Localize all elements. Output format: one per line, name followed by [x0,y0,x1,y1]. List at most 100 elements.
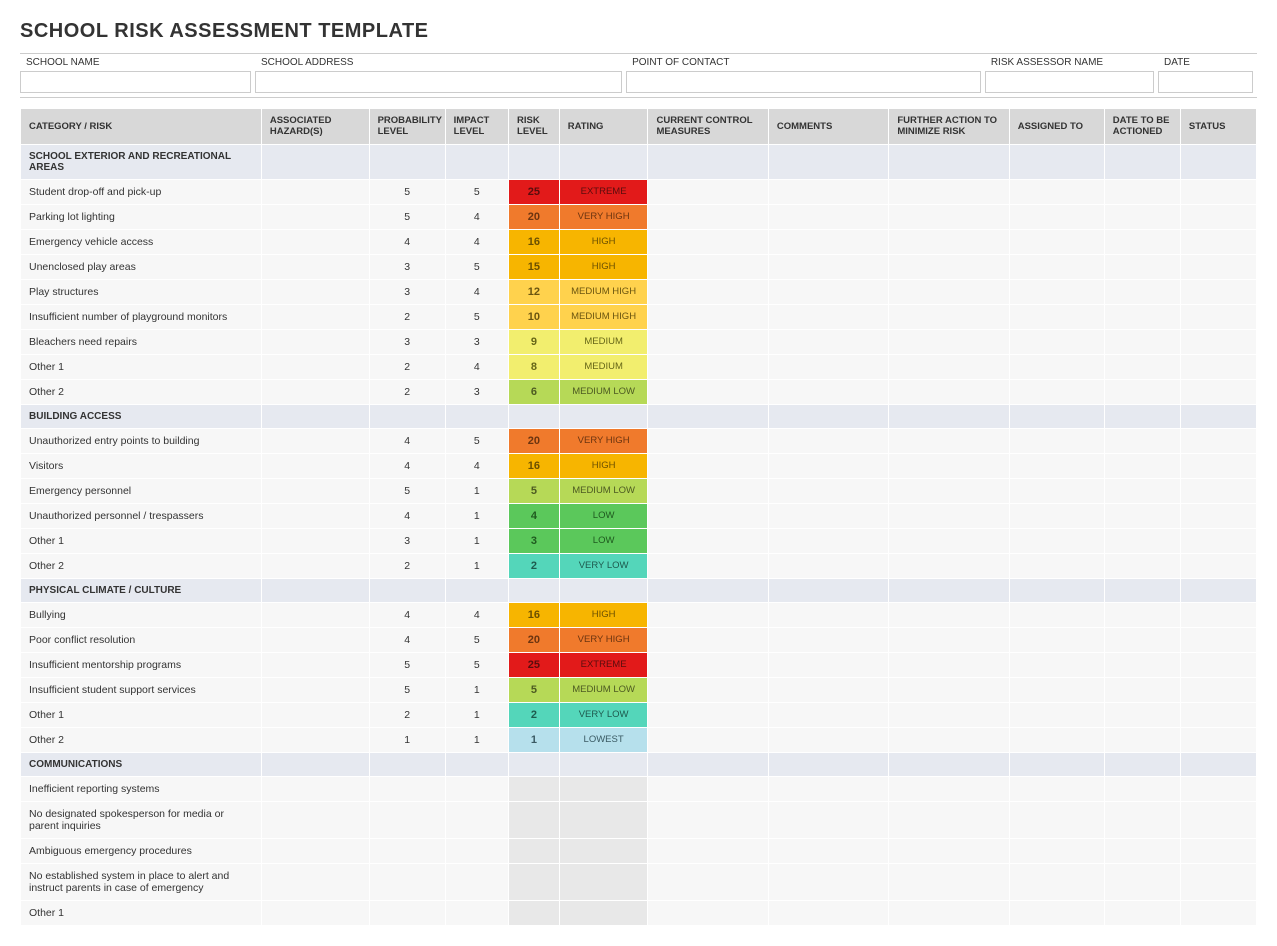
risk-level-cell: 20 [509,204,560,229]
meta-input[interactable] [255,71,622,93]
assigned-cell [1009,727,1104,752]
meta-field: SCHOOL ADDRESS [255,54,626,97]
probability-cell: 4 [369,229,445,254]
risk-level-cell: 1 [509,727,560,752]
hazard-cell [261,279,369,304]
status-cell [1180,863,1256,900]
comments-cell [768,553,888,578]
status-cell [1180,478,1256,503]
further-action-cell [889,354,1009,379]
comments-cell [768,304,888,329]
further-action-cell [889,627,1009,652]
meta-input[interactable] [985,71,1154,93]
date-cell [1104,900,1180,925]
section-cell [648,144,768,179]
section-cell [559,144,648,179]
impact-cell: 4 [445,279,508,304]
comments-cell [768,379,888,404]
control-cell [648,379,768,404]
further-action-cell [889,863,1009,900]
meta-input[interactable] [626,71,981,93]
meta-input[interactable] [1158,71,1253,93]
further-action-cell [889,702,1009,727]
table-row: Student drop-off and pick-up5525EXTREME [21,179,1257,204]
status-cell [1180,229,1256,254]
comments-cell [768,602,888,627]
control-cell [648,279,768,304]
risk-label-cell: No established system in place to alert … [21,863,262,900]
risk-label-cell: Other 1 [21,900,262,925]
control-cell [648,354,768,379]
impact-cell [445,900,508,925]
table-row: Other 1212VERY LOW [21,702,1257,727]
section-cell [445,578,508,602]
risk-level-cell: 2 [509,702,560,727]
column-header: CATEGORY / RISK [21,109,262,145]
risk-level-cell: 4 [509,503,560,528]
column-header: IMPACT LEVEL [445,109,508,145]
status-cell [1180,652,1256,677]
further-action-cell [889,900,1009,925]
assigned-cell [1009,801,1104,838]
comments-cell [768,354,888,379]
hazard-cell [261,652,369,677]
date-cell [1104,801,1180,838]
status-cell [1180,428,1256,453]
column-header: COMMENTS [768,109,888,145]
hazard-cell [261,863,369,900]
rating-cell: LOW [559,528,648,553]
hazard-cell [261,900,369,925]
control-cell [648,179,768,204]
section-cell [1104,578,1180,602]
risk-label-cell: Other 2 [21,553,262,578]
status-cell [1180,801,1256,838]
date-cell [1104,179,1180,204]
comments-cell [768,503,888,528]
meta-field: POINT OF CONTACT [626,54,985,97]
impact-cell: 5 [445,627,508,652]
hazard-cell [261,204,369,229]
status-cell [1180,379,1256,404]
hazard-cell [261,677,369,702]
assigned-cell [1009,863,1104,900]
risk-level-cell: 9 [509,329,560,354]
table-row: Other 2212VERY LOW [21,553,1257,578]
impact-cell [445,776,508,801]
comments-cell [768,279,888,304]
hazard-cell [261,776,369,801]
section-cell [1009,144,1104,179]
table-row: No established system in place to alert … [21,863,1257,900]
comments-cell [768,254,888,279]
risk-level-cell: 25 [509,179,560,204]
date-cell [1104,553,1180,578]
hazard-cell [261,379,369,404]
further-action-cell [889,428,1009,453]
risk-level-cell: 25 [509,652,560,677]
risk-label-cell: Unauthorized entry points to building [21,428,262,453]
impact-cell: 4 [445,602,508,627]
section-cell [1180,752,1256,776]
date-cell [1104,229,1180,254]
further-action-cell [889,528,1009,553]
rating-cell: MEDIUM [559,329,648,354]
risk-label-cell: Other 1 [21,354,262,379]
assigned-cell [1009,279,1104,304]
status-cell [1180,900,1256,925]
section-cell [261,578,369,602]
probability-cell: 4 [369,453,445,478]
probability-cell: 5 [369,204,445,229]
date-cell [1104,279,1180,304]
comments-cell [768,900,888,925]
table-row: Other 1 [21,900,1257,925]
control-cell [648,702,768,727]
probability-cell [369,838,445,863]
probability-cell: 2 [369,553,445,578]
status-cell [1180,528,1256,553]
impact-cell: 1 [445,478,508,503]
control-cell [648,776,768,801]
meta-input[interactable] [20,71,251,93]
meta-label: SCHOOL ADDRESS [255,54,626,71]
further-action-cell [889,329,1009,354]
risk-level-cell: 8 [509,354,560,379]
probability-cell: 1 [369,727,445,752]
